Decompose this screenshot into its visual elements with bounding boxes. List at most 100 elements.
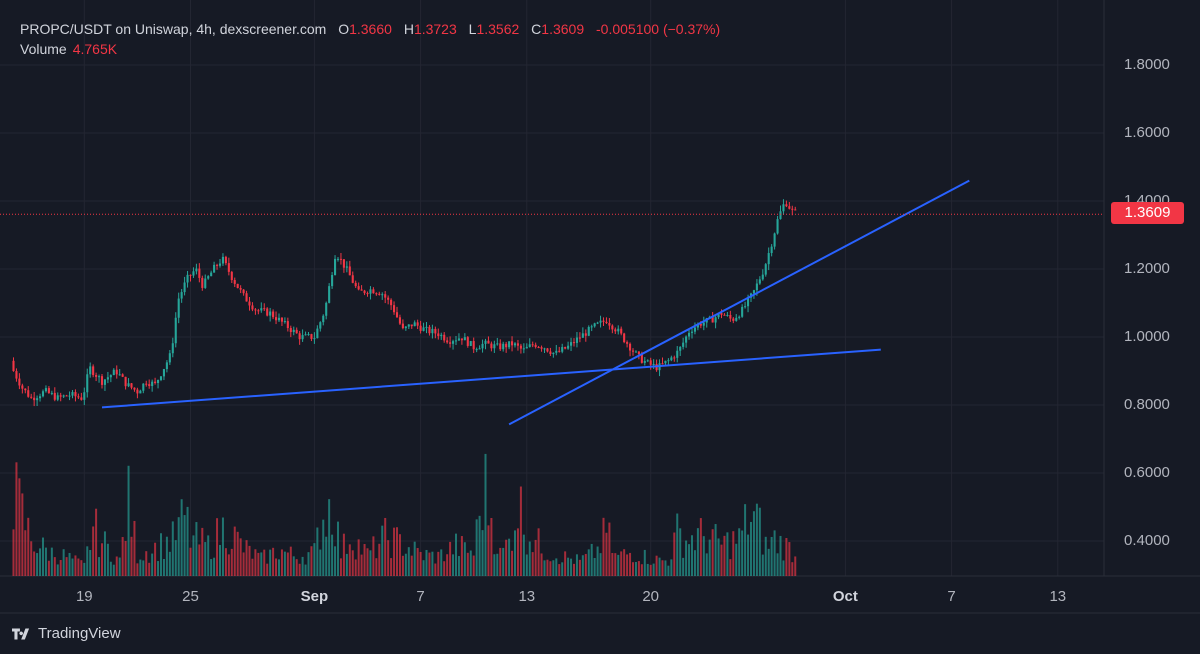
candle-body [369,289,372,294]
volume-bar [304,564,307,576]
candle-body [646,360,649,362]
candle-body [98,376,101,378]
volume-bar [12,529,15,576]
candle-body [779,211,782,220]
candle-body [449,342,452,344]
candle-body [726,314,729,316]
candle-body [469,341,472,346]
candle-body [133,387,136,390]
legend-open-label: O [338,21,350,37]
candle-body [92,366,95,376]
candle-body [21,385,24,389]
candle-body [513,343,517,346]
volume-bar [575,554,578,576]
candle-body [454,340,458,342]
candle-body [463,337,466,341]
volume-bar [36,553,39,576]
candle-body [124,376,127,387]
volume-bar [245,540,248,576]
candle-body [723,314,726,316]
volume-bar [71,558,74,576]
volume-bar [351,550,354,576]
candle-body [419,325,422,331]
candle-body [275,317,278,321]
volume-bar [791,562,794,576]
candle-body [443,334,446,341]
candle-body [74,392,77,397]
candle-body [516,343,519,346]
volume-bar [266,563,269,576]
volume-bar [263,549,266,576]
volume-bar [42,537,44,576]
candle-body [360,289,363,291]
candle-body [248,301,251,306]
candle-body [189,274,192,276]
candle-body [537,346,540,348]
candle-body [457,338,460,341]
candle-body [378,293,381,295]
candle-body [626,342,629,344]
volume-bar [381,525,384,576]
volume-bar [623,549,626,576]
candle-body [422,327,425,331]
volume-bar [602,517,605,576]
price-tick-label: 0.8000 [1124,396,1170,413]
candle-body [366,293,369,295]
volume-bar [599,553,602,576]
volume-bar [708,539,711,576]
candle-body [221,256,224,264]
volume-bar [511,550,514,576]
candle-body [227,263,230,272]
candle-body [277,317,281,321]
candle-body [304,334,307,336]
candle-body [522,348,525,350]
candle-body [36,398,39,401]
candle-body [236,283,239,289]
volume-bar [177,517,180,576]
volume-bar [133,520,136,576]
volume-bar [705,553,708,576]
volume-bar [354,559,357,576]
candle-body [767,253,770,265]
volume-bar [390,558,393,576]
volume-bar [437,551,440,576]
legend-row-ohlc: PROPC/USDT on Uniswap, 4h, dexscreener.c… [20,20,720,39]
volume-bar [204,542,207,576]
volume-bar [221,517,224,576]
legend-volume-label[interactable]: Volume [20,41,67,57]
volume-bar [407,547,410,576]
candle-body [540,347,543,349]
tradingview-logo[interactable]: TradingView [12,625,121,642]
candle-body [159,376,163,380]
volume-bar [289,546,292,576]
candle-body [502,343,505,350]
volume-bar [726,532,729,576]
volume-bar [496,553,499,576]
volume-bar [522,534,525,576]
candle-body [157,379,160,383]
volume-bar [723,535,726,576]
candle-body [572,342,576,344]
volume-bar [401,555,404,576]
candle-body [702,322,705,326]
legend-symbol[interactable]: PROPC/USDT on Uniswap, 4h, dexscreener.c… [20,21,327,37]
candle-body [755,283,758,291]
candle-body [416,322,419,326]
volume-bar [227,554,230,576]
volume-bar [68,552,71,576]
candle-body [605,321,608,324]
volume-bar [121,537,124,576]
volume-bar [664,560,667,576]
volume-bar [632,562,634,576]
candle-body [437,333,440,337]
volume-bar [457,556,460,576]
volume-bar [207,535,210,576]
candle-body [230,271,233,281]
volume-bar [587,549,590,576]
volume-bar [53,557,56,576]
candle-body [351,275,354,283]
volume-bar [785,538,788,576]
volume-bar [103,531,106,576]
candle-body [764,264,767,275]
